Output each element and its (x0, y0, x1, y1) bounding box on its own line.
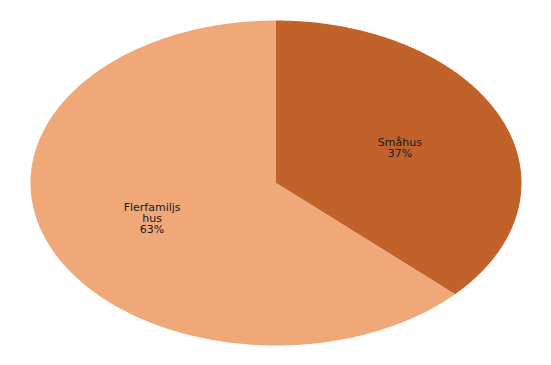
svg-text:Småhus37%: Småhus37% (378, 136, 422, 160)
svg-text:Flerfamiljshus63%: Flerfamiljshus63% (124, 201, 181, 236)
